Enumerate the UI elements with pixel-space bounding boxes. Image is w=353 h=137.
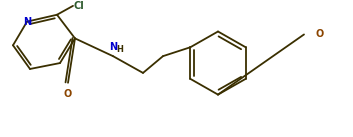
Text: O: O <box>315 29 323 39</box>
Text: H: H <box>116 45 124 54</box>
Text: O: O <box>64 89 72 99</box>
Text: N: N <box>109 42 117 52</box>
Text: Cl: Cl <box>74 1 85 11</box>
Text: N: N <box>23 17 31 27</box>
